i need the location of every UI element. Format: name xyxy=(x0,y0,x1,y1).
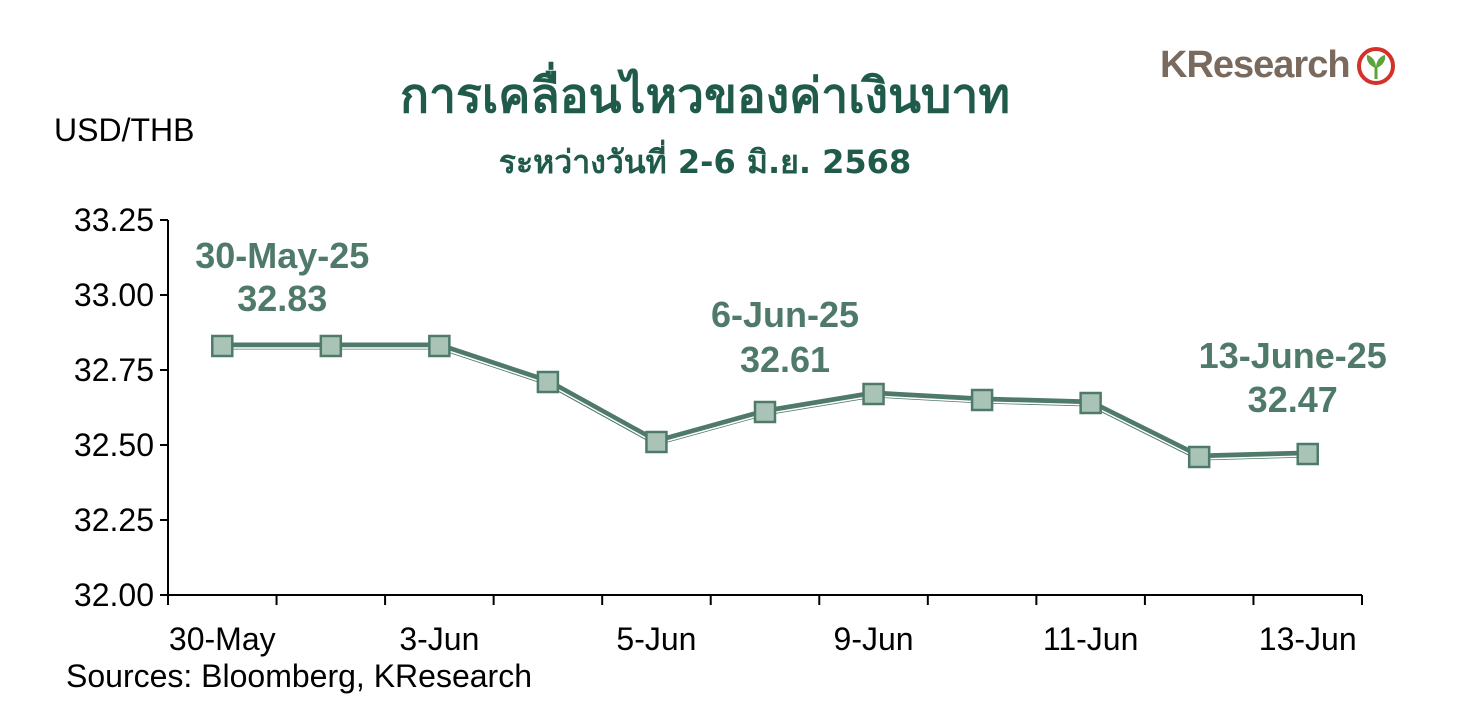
annotation-date-label: 13-June-25 xyxy=(1199,335,1387,376)
y-tick-label: 32.50 xyxy=(74,427,154,463)
data-point-marker xyxy=(970,388,994,412)
kasikorn-leaf-icon xyxy=(1356,46,1395,85)
data-point-marker xyxy=(645,430,668,454)
data-point-marker xyxy=(1296,442,1319,466)
source-note: Sources: Bloomberg, KResearch xyxy=(66,658,532,694)
chart-subtitle: ระหว่างวันที่ 2-6 มิ.ย. 2568 xyxy=(498,143,912,181)
data-point-marker xyxy=(211,334,234,358)
brand-logo: KResearch xyxy=(1160,44,1396,87)
data-point-marker xyxy=(428,334,451,358)
x-tick-label: 9-Jun xyxy=(834,621,914,657)
x-tick-label: 13-Jun xyxy=(1259,621,1357,657)
y-axis-label: USD/THB xyxy=(54,112,195,148)
data-point-marker xyxy=(536,370,560,394)
data-point-marker xyxy=(1079,391,1102,415)
x-tick-label: 11-Jun xyxy=(1043,621,1138,657)
chart-title: การเคลื่อนไหวของค่าเงินบาท xyxy=(400,68,1010,124)
data-point-marker xyxy=(1187,445,1211,469)
annotation-value-label: 32.47 xyxy=(1248,379,1338,420)
x-tick-label: 5-Jun xyxy=(616,621,696,657)
annotation-date-label: 30-May-25 xyxy=(195,235,369,276)
y-tick-label: 32.25 xyxy=(74,502,154,538)
series-layer xyxy=(211,334,1319,469)
data-point-marker xyxy=(319,334,343,358)
y-tick-label: 33.25 xyxy=(74,202,154,238)
data-point-marker xyxy=(753,400,777,424)
annotation-value-label: 32.83 xyxy=(237,278,327,319)
chart-axes xyxy=(160,219,1363,605)
y-tick-label: 33.00 xyxy=(74,277,154,313)
y-tick-label: 32.75 xyxy=(74,352,154,388)
x-tick-label: 30-May xyxy=(169,621,276,657)
tick-labels: 33.25 33.00 32.75 32.50 32.25 32.00 30-May 3-Ju… xyxy=(74,202,1357,657)
annotation-date-label: 6-Jun-25 xyxy=(711,294,859,335)
y-tick-label: 32.00 xyxy=(74,577,154,613)
brand-name: KResearch xyxy=(1160,44,1351,86)
x-tick-label: 3-Jun xyxy=(399,621,479,657)
annotation-value-label: 32.61 xyxy=(740,339,830,380)
data-point-marker xyxy=(862,382,885,406)
